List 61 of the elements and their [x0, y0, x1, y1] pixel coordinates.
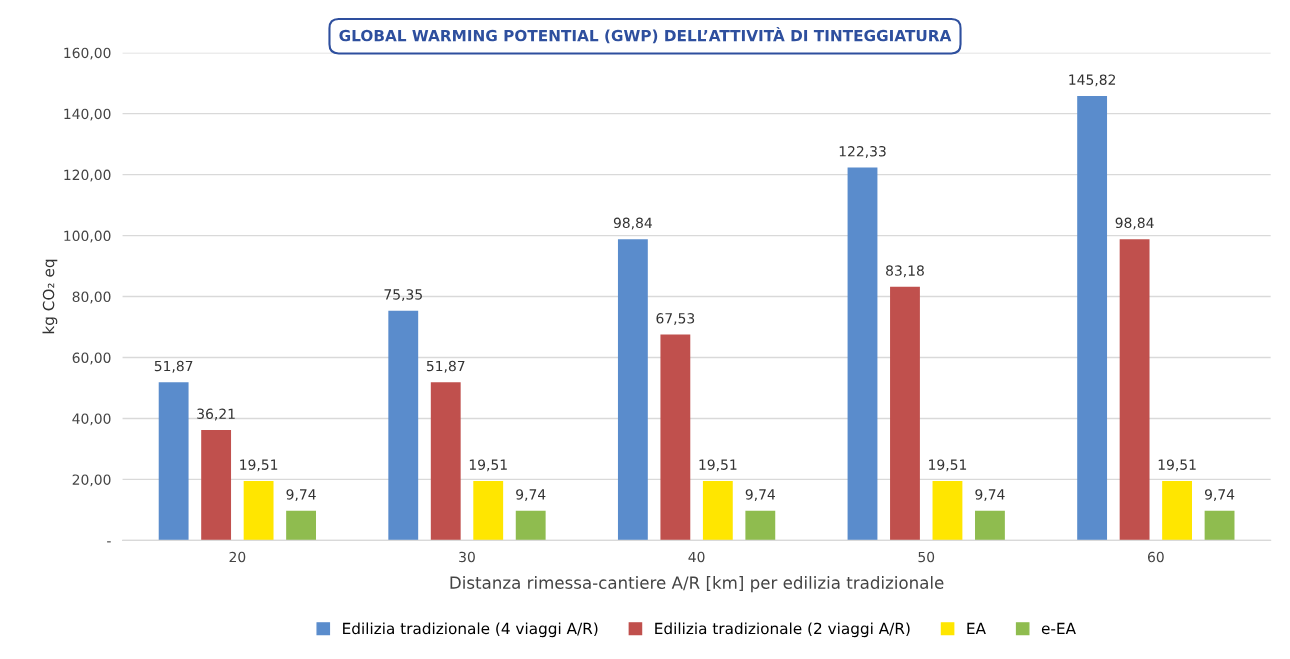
bar	[430, 382, 461, 541]
data-label: 122,33	[839, 146, 886, 158]
bar	[975, 510, 1005, 541]
data-label: 98,84	[613, 217, 652, 230]
bar	[745, 510, 776, 541]
data-label: 51,87	[426, 360, 465, 373]
y-tick-label: 80,00	[72, 291, 111, 304]
bar	[847, 167, 878, 541]
bar	[515, 510, 546, 541]
data-label: 9,74	[1204, 489, 1235, 502]
bar	[158, 382, 189, 541]
data-label: 19,51	[929, 459, 967, 472]
bar	[660, 334, 691, 541]
bar	[702, 480, 733, 541]
data-label: 98,84	[1115, 217, 1154, 230]
x-tick-label: 60	[1147, 551, 1164, 563]
data-label: 9,74	[286, 489, 316, 502]
bar	[890, 286, 920, 541]
bar	[1077, 95, 1108, 541]
legend-label: EA	[967, 622, 986, 635]
y-tick-label: 100,00	[64, 230, 111, 243]
x-tick-label: 20	[229, 551, 246, 563]
y-tick-label: 140,00	[64, 108, 111, 121]
bar	[473, 480, 504, 541]
y-tick-label: 120,00	[64, 169, 111, 182]
data-label: 9,74	[516, 489, 546, 502]
y-tick-label: -	[107, 541, 111, 543]
x-tick-label: 40	[688, 551, 705, 563]
data-label: 145,82	[1069, 74, 1116, 87]
legend-label: e-EA	[1041, 622, 1076, 635]
y-tick-label: 40,00	[72, 413, 111, 426]
bar	[932, 480, 963, 541]
legend-label: Edilizia tradizionale (4 viaggi A/R)	[343, 622, 598, 638]
data-label: 9,74	[745, 489, 775, 502]
y-tick-label: 60,00	[72, 352, 111, 365]
bar	[1162, 480, 1193, 541]
bar	[243, 480, 274, 541]
chart-title: GLOBAL WARMING POTENTIAL (GWP) DELL’ATTIVITÀ DI TINTEGGIATURA	[339, 27, 952, 44]
data-label: 19,51	[469, 459, 507, 472]
y-tick-label: 160,00	[64, 47, 111, 60]
legend-label: Edilizia tradizionale (2 viaggi A/R)	[655, 622, 910, 638]
bar	[1204, 510, 1235, 541]
y-axis-title: kg CO₂ eq	[42, 259, 58, 334]
data-label: 67,53	[656, 313, 695, 325]
bar	[201, 430, 232, 541]
x-axis-title: Distanza rimessa-cantiere A/R [km] per edilizia tradizionale	[450, 576, 944, 593]
x-tick-label: 50	[918, 551, 935, 563]
data-label: 19,51	[699, 459, 737, 472]
data-label: 36,21	[197, 408, 235, 421]
data-label: 19,51	[1158, 459, 1196, 472]
data-label: 19,51	[240, 459, 278, 472]
data-label: 75,35	[384, 289, 422, 302]
bar	[1119, 239, 1150, 541]
data-label: 83,18	[886, 265, 924, 278]
bar	[617, 239, 648, 541]
data-label: 9,74	[975, 489, 1005, 502]
y-tick-label: 20,00	[72, 474, 111, 487]
bar	[388, 310, 419, 541]
x-tick-label: 30	[459, 551, 475, 563]
bar	[286, 510, 316, 541]
data-label: 51,87	[154, 360, 193, 373]
